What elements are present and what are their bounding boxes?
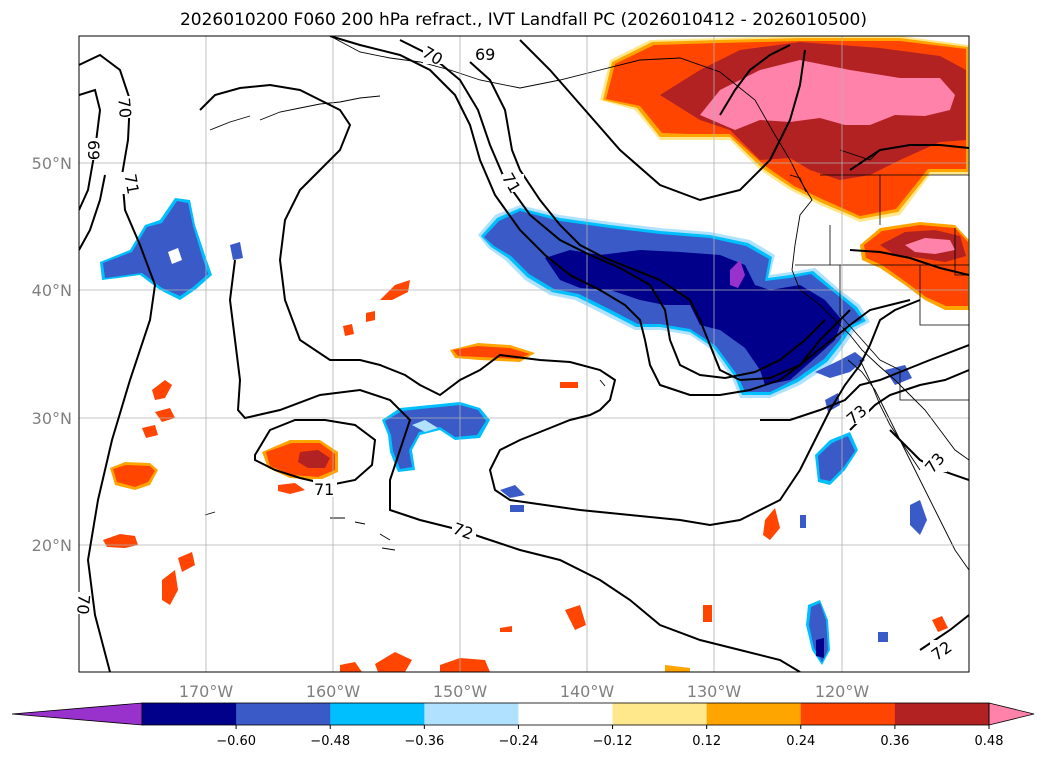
contour-label: 70	[73, 593, 94, 615]
colorbar-segment	[612, 703, 708, 725]
lon-label-160w: 160°W	[306, 682, 361, 701]
boundaries	[795, 174, 969, 401]
colorbar-segment	[142, 703, 237, 725]
contour-label: 70	[114, 97, 135, 119]
colorbar-tick-label: 0.36	[880, 734, 909, 749]
colorbar-tick-label: −0.60	[216, 734, 256, 749]
contour-label: 71	[121, 172, 143, 195]
lon-label-150w: 150°W	[433, 682, 488, 701]
negative-anomaly-northeast-pacific	[478, 205, 870, 398]
map-title: 2026010200 F060 200 hPa refract., IVT La…	[179, 10, 867, 30]
negative-anomaly-west-pacific	[100, 198, 243, 300]
longitude-labels: 170°W 160°W 150°W 140°W 130°W 120°W	[179, 682, 870, 701]
colorbar-tick-label: −0.36	[404, 734, 444, 749]
colorbar-tick-label: 0.12	[692, 734, 721, 749]
colorbar	[11, 702, 1035, 726]
colorbar-tick-label: 0.48	[975, 734, 1004, 749]
colorbar-segment	[236, 703, 331, 725]
lat-label-20n: 20°N	[32, 536, 72, 555]
lon-label-130w: 130°W	[687, 682, 742, 701]
colorbar-segment	[706, 703, 802, 725]
colorbar-segment	[330, 703, 425, 725]
colorbar-tick-label: 0.24	[786, 734, 815, 749]
lat-label-30n: 30°N	[32, 409, 72, 428]
colorbar-segment	[424, 703, 519, 725]
contour-label: 71	[314, 480, 334, 499]
colorbar-segment	[518, 703, 614, 725]
colorbar-tick-label: −0.24	[499, 734, 539, 749]
colorbar-tick-label: −0.48	[310, 734, 350, 749]
colorbar-frame	[141, 702, 990, 726]
colorbar-tick-label: −0.12	[593, 734, 633, 749]
colorbar-ticks: −0.60 −0.48 −0.36 −0.24 −0.12 0.12 0.24 0.36 0.4…	[216, 725, 1004, 749]
colorbar-segment	[894, 703, 990, 725]
lat-label-40n: 40°N	[32, 281, 72, 300]
contour-label: 69	[84, 140, 103, 160]
lon-label-170w: 170°W	[179, 682, 234, 701]
gridlines	[79, 36, 969, 672]
latitude-labels: 50°N 40°N 30°N 20°N	[32, 154, 72, 555]
lat-label-50n: 50°N	[32, 154, 72, 173]
lon-label-140w: 140°W	[560, 682, 615, 701]
positive-anomaly-central-pacific	[103, 280, 948, 672]
map-layers	[79, 36, 969, 672]
colorbar-segment	[800, 703, 896, 725]
lon-label-120w: 120°W	[815, 682, 870, 701]
contour-label: 69	[475, 45, 495, 64]
colorbar-extend-high	[988, 702, 1035, 726]
negative-anomaly-baja	[510, 352, 927, 665]
plot-frame	[78, 35, 970, 673]
colorbar-extend-low	[11, 702, 143, 726]
positive-anomaly-northern-california	[860, 222, 969, 310]
